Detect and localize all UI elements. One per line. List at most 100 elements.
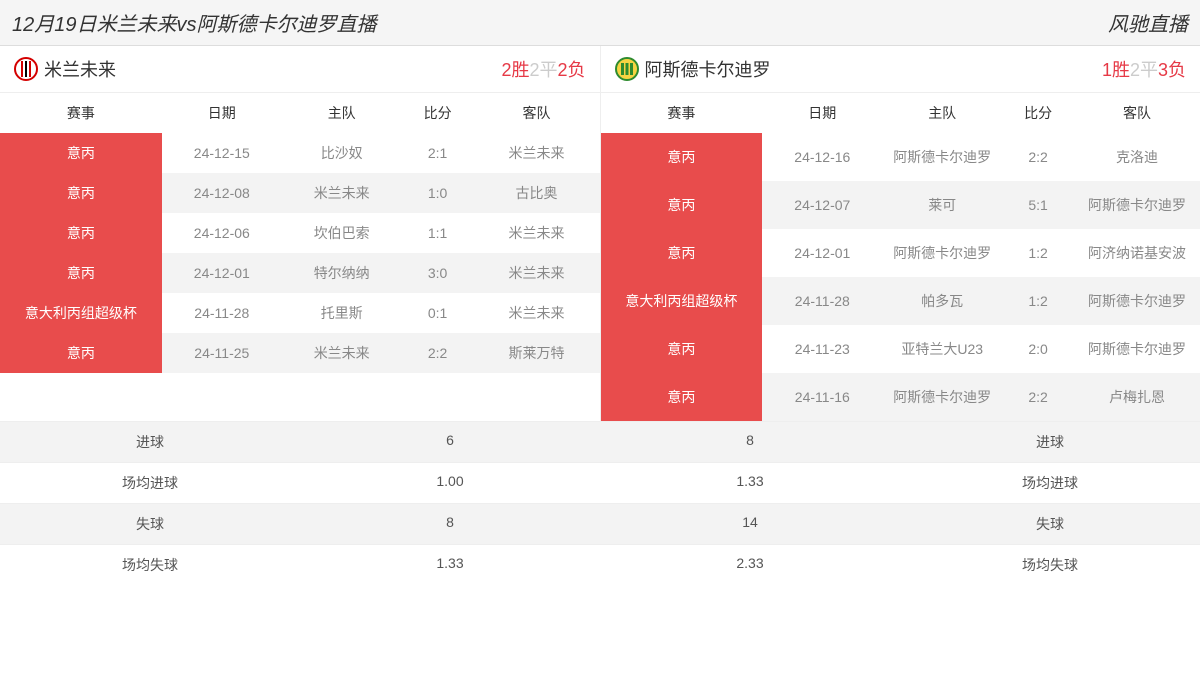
score-cell: 1:1 — [402, 213, 474, 253]
stats-table: 进球68进球场均进球1.001.33场均进球失球814失球场均失球1.332.3… — [0, 421, 1200, 585]
away-cell: 米兰未来 — [474, 253, 600, 293]
stats-row: 进球68进球 — [0, 421, 1200, 462]
date-cell: 24-11-28 — [762, 277, 882, 325]
match-row[interactable]: 意丙24-12-07莱可5:1阿斯德卡尔迪罗 — [601, 181, 1200, 229]
match-row[interactable]: 意丙24-12-01特尔纳纳3:0米兰未来 — [0, 253, 600, 293]
match-row[interactable]: 意丙24-11-25米兰未来2:2斯莱万特 — [0, 333, 600, 373]
col-home: 主队 — [882, 93, 1002, 133]
competition-cell: 意丙 — [601, 325, 763, 373]
home-cell: 托里斯 — [282, 293, 402, 333]
home-cell: 莱可 — [882, 181, 1002, 229]
stat-label-right: 失球 — [900, 504, 1200, 544]
match-row[interactable]: 意丙24-11-23亚特兰大U232:0阿斯德卡尔迪罗 — [601, 325, 1200, 373]
col-competition: 赛事 — [601, 93, 763, 133]
home-cell: 亚特兰大U23 — [882, 325, 1002, 373]
stat-val-left: 6 — [300, 422, 600, 462]
score-cell: 3:0 — [402, 253, 474, 293]
col-home: 主队 — [282, 93, 402, 133]
date-cell: 24-12-07 — [762, 181, 882, 229]
page-header: 12月19日米兰未来vs阿斯德卡尔迪罗直播 风驰直播 — [0, 0, 1200, 46]
date-cell: 24-12-16 — [762, 133, 882, 181]
right-team-name: 阿斯德卡尔迪罗 — [645, 56, 771, 82]
stat-val-right: 8 — [600, 422, 900, 462]
match-row[interactable]: 意丙24-12-16阿斯德卡尔迪罗2:2克洛迪 — [601, 133, 1200, 181]
competition-cell: 意丙 — [601, 181, 763, 229]
away-cell: 斯莱万特 — [474, 333, 600, 373]
col-away: 客队 — [474, 93, 600, 133]
date-cell: 24-11-16 — [762, 373, 882, 421]
stats-row: 失球814失球 — [0, 503, 1200, 544]
stat-val-left: 1.00 — [300, 463, 600, 503]
stat-label-left: 场均失球 — [0, 545, 300, 585]
away-cell: 阿斯德卡尔迪罗 — [1074, 181, 1200, 229]
competition-cell: 意丙 — [601, 133, 763, 181]
match-row[interactable]: 意丙24-11-16阿斯德卡尔迪罗2:2卢梅扎恩 — [601, 373, 1200, 421]
date-cell: 24-12-15 — [162, 133, 282, 173]
brand-label: 风驰直播 — [1108, 8, 1188, 37]
score-cell: 1:2 — [1002, 229, 1074, 277]
right-team-record: 1胜2平3负 — [1102, 56, 1186, 82]
score-cell: 2:2 — [1002, 373, 1074, 421]
home-cell: 帕多瓦 — [882, 277, 1002, 325]
left-team-header: 米兰未来 2胜2平2负 — [0, 46, 600, 93]
match-row[interactable]: 意大利丙组超级杯24-11-28托里斯0:1米兰未来 — [0, 293, 600, 333]
date-cell: 24-12-06 — [162, 213, 282, 253]
score-cell: 5:1 — [1002, 181, 1074, 229]
home-cell: 比沙奴 — [282, 133, 402, 173]
home-cell: 米兰未来 — [282, 333, 402, 373]
stat-label-left: 场均进球 — [0, 463, 300, 503]
page-title: 12月19日米兰未来vs阿斯德卡尔迪罗直播 — [12, 8, 377, 37]
col-date: 日期 — [162, 93, 282, 133]
away-cell: 米兰未来 — [474, 133, 600, 173]
competition-cell: 意丙 — [0, 173, 162, 213]
left-team-record: 2胜2平2负 — [501, 56, 585, 82]
match-row[interactable]: 意大利丙组超级杯24-11-28帕多瓦1:2阿斯德卡尔迪罗 — [601, 277, 1200, 325]
away-cell: 古比奥 — [474, 173, 600, 213]
away-cell: 米兰未来 — [474, 213, 600, 253]
match-row[interactable]: 意丙24-12-15比沙奴2:1米兰未来 — [0, 133, 600, 173]
stat-label-right: 进球 — [900, 422, 1200, 462]
date-cell: 24-11-25 — [162, 333, 282, 373]
match-row[interactable]: 意丙24-12-01阿斯德卡尔迪罗1:2阿济纳诺基安波 — [601, 229, 1200, 277]
away-cell: 米兰未来 — [474, 293, 600, 333]
home-cell: 阿斯德卡尔迪罗 — [882, 133, 1002, 181]
score-cell: 2:0 — [1002, 325, 1074, 373]
score-cell: 2:2 — [1002, 133, 1074, 181]
date-cell: 24-11-28 — [162, 293, 282, 333]
left-team-panel: 米兰未来 2胜2平2负 赛事 日期 主队 比分 客队 意丙24-12-15比沙奴… — [0, 46, 601, 421]
date-cell: 24-12-08 — [162, 173, 282, 213]
stat-label-right: 场均失球 — [900, 545, 1200, 585]
match-row[interactable]: 意丙24-12-08米兰未来1:0古比奥 — [0, 173, 600, 213]
right-column-headers: 赛事 日期 主队 比分 客队 — [601, 93, 1200, 133]
home-cell: 坎伯巴索 — [282, 213, 402, 253]
stats-row: 场均失球1.332.33场均失球 — [0, 544, 1200, 585]
stats-row: 场均进球1.001.33场均进球 — [0, 462, 1200, 503]
stat-label-left: 进球 — [0, 422, 300, 462]
team-logo-right — [615, 57, 639, 81]
team-logo-left — [14, 57, 38, 81]
match-row[interactable]: 意丙24-12-06坎伯巴索1:1米兰未来 — [0, 213, 600, 253]
competition-cell: 意大利丙组超级杯 — [601, 277, 763, 325]
competition-cell: 意丙 — [601, 373, 763, 421]
stat-val-right: 1.33 — [600, 463, 900, 503]
left-matches: 意丙24-12-15比沙奴2:1米兰未来意丙24-12-08米兰未来1:0古比奥… — [0, 133, 600, 373]
score-cell: 0:1 — [402, 293, 474, 333]
competition-cell: 意丙 — [0, 333, 162, 373]
right-team-panel: 阿斯德卡尔迪罗 1胜2平3负 赛事 日期 主队 比分 客队 意丙24-12-16… — [601, 46, 1200, 421]
away-cell: 卢梅扎恩 — [1074, 373, 1200, 421]
score-cell: 2:1 — [402, 133, 474, 173]
col-away: 客队 — [1074, 93, 1200, 133]
stat-val-left: 8 — [300, 504, 600, 544]
stat-val-left: 1.33 — [300, 545, 600, 585]
right-matches: 意丙24-12-16阿斯德卡尔迪罗2:2克洛迪意丙24-12-07莱可5:1阿斯… — [601, 133, 1200, 421]
away-cell: 阿斯德卡尔迪罗 — [1074, 325, 1200, 373]
left-column-headers: 赛事 日期 主队 比分 客队 — [0, 93, 600, 133]
competition-cell: 意丙 — [601, 229, 763, 277]
score-cell: 2:2 — [402, 333, 474, 373]
stat-val-right: 14 — [600, 504, 900, 544]
stat-label-right: 场均进球 — [900, 463, 1200, 503]
right-team-header: 阿斯德卡尔迪罗 1胜2平3负 — [601, 46, 1200, 93]
competition-cell: 意丙 — [0, 253, 162, 293]
score-cell: 1:2 — [1002, 277, 1074, 325]
stat-label-left: 失球 — [0, 504, 300, 544]
